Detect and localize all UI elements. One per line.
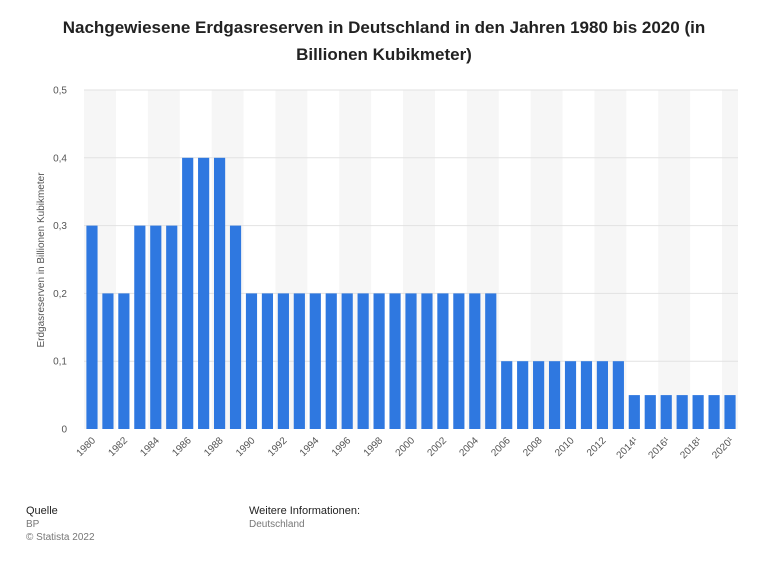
bar-1998[interactable] — [373, 293, 385, 429]
bar-1995[interactable] — [325, 293, 337, 429]
bar-1984[interactable] — [150, 225, 162, 429]
y-tick-label: 0,3 — [53, 221, 67, 232]
y-tick-label: 0,1 — [53, 357, 67, 368]
y-tick-label: 0,2 — [53, 289, 67, 300]
info-heading: Weitere Informationen: — [249, 505, 361, 517]
bar-2006[interactable] — [501, 361, 513, 429]
bar-2009[interactable] — [548, 361, 561, 429]
bar-1989[interactable] — [229, 225, 242, 429]
bar-1985[interactable] — [166, 225, 178, 429]
x-tick-label: 1988 — [202, 435, 226, 459]
x-tick-label: 2008 — [521, 435, 545, 459]
bar-2010[interactable] — [564, 361, 577, 429]
y-axis-label: Erdgasreserven in Billionen Kubikmeter — [36, 172, 47, 348]
bar-1999[interactable] — [389, 293, 401, 429]
background-bands — [84, 90, 738, 429]
x-tick-label: 1984 — [138, 435, 162, 459]
background-band — [658, 90, 691, 429]
x-tick-label: 2004 — [457, 435, 481, 459]
bar-1993[interactable] — [293, 293, 305, 429]
bar-1997[interactable] — [357, 293, 369, 429]
bar-2015¹[interactable] — [644, 395, 656, 429]
bar-2005[interactable] — [485, 293, 497, 429]
x-tick-label: 2016¹ — [646, 435, 672, 461]
bar-2002[interactable] — [437, 293, 449, 429]
bar-1988[interactable] — [214, 157, 226, 430]
x-tick-label: 1994 — [298, 435, 322, 459]
copyright: © Statista 2022 — [26, 532, 95, 543]
x-tick-label: 2002 — [426, 435, 450, 459]
bar-2007[interactable] — [517, 361, 529, 429]
y-axis-ticks: 0 0,1 0,2 0,3 0,4 0,5 — [53, 86, 67, 436]
x-tick-label: 2012 — [585, 435, 609, 459]
x-tick-label: 1986 — [170, 435, 194, 459]
bar-2004[interactable] — [469, 293, 481, 429]
x-tick-label: 2014¹ — [615, 435, 641, 461]
x-tick-label: 2010 — [553, 435, 577, 459]
x-tick-label: 1982 — [106, 435, 130, 459]
bar-1991[interactable] — [261, 293, 274, 429]
bar-2018¹[interactable] — [692, 395, 704, 429]
x-tick-label: 2000 — [394, 435, 418, 459]
bar-2019¹[interactable] — [708, 395, 720, 429]
y-tick-label: 0 — [61, 425, 67, 436]
bar-2013[interactable] — [612, 361, 624, 429]
bar-1981[interactable] — [102, 293, 114, 429]
x-tick-label: 2020¹ — [710, 435, 736, 461]
bar-1996[interactable] — [341, 293, 353, 429]
y-tick-label: 0,5 — [53, 86, 67, 97]
bar-1987[interactable] — [198, 157, 210, 430]
chart-title: Nachgewiesene Erdgasreserven in Deutschl… — [62, 18, 706, 64]
bar-2003[interactable] — [453, 293, 465, 429]
bar-2020¹[interactable] — [724, 395, 736, 429]
bar-1992[interactable] — [277, 293, 289, 429]
bar-2014¹[interactable] — [628, 395, 640, 429]
source-value: BP — [26, 519, 40, 530]
bar-1986[interactable] — [182, 157, 194, 430]
x-axis-ticks: 1980 1982 1984 1986 1988 1990 1992 1994 1996 1998… — [75, 435, 737, 461]
bar-chart: 0 0,1 0,2 0,3 0,4 0,5 1980 1982 1984 1986 1988 199… — [36, 86, 738, 461]
x-tick-label: 1998 — [362, 435, 386, 459]
x-tick-label: 1990 — [234, 435, 258, 459]
bar-1983[interactable] — [134, 225, 146, 429]
x-tick-label: 1992 — [266, 435, 290, 459]
bar-1982[interactable] — [118, 293, 130, 429]
bar-2001[interactable] — [421, 293, 433, 429]
bar-2011[interactable] — [580, 361, 593, 429]
x-tick-label: 1996 — [330, 435, 354, 459]
x-tick-label: 2006 — [489, 435, 513, 459]
x-tick-label: 2018¹ — [678, 435, 704, 461]
source-block: Quelle BP © Statista 2022 — [26, 505, 95, 544]
info-block: Weitere Informationen: Deutschland — [249, 505, 360, 531]
y-tick-label: 0,4 — [53, 153, 67, 164]
bar-2000[interactable] — [405, 293, 417, 429]
bar-1994[interactable] — [309, 293, 321, 429]
background-band — [722, 90, 738, 429]
bar-1990[interactable] — [245, 293, 258, 429]
bar-2012[interactable] — [596, 361, 608, 429]
source-heading: Quelle — [26, 505, 58, 517]
bars — [86, 157, 736, 430]
bar-1980[interactable] — [86, 225, 98, 429]
info-value: Deutschland — [249, 519, 305, 530]
bar-2017¹[interactable] — [676, 395, 688, 429]
bar-2008[interactable] — [533, 361, 545, 429]
x-tick-label: 1980 — [75, 435, 99, 459]
bar-2016¹[interactable] — [660, 395, 672, 429]
